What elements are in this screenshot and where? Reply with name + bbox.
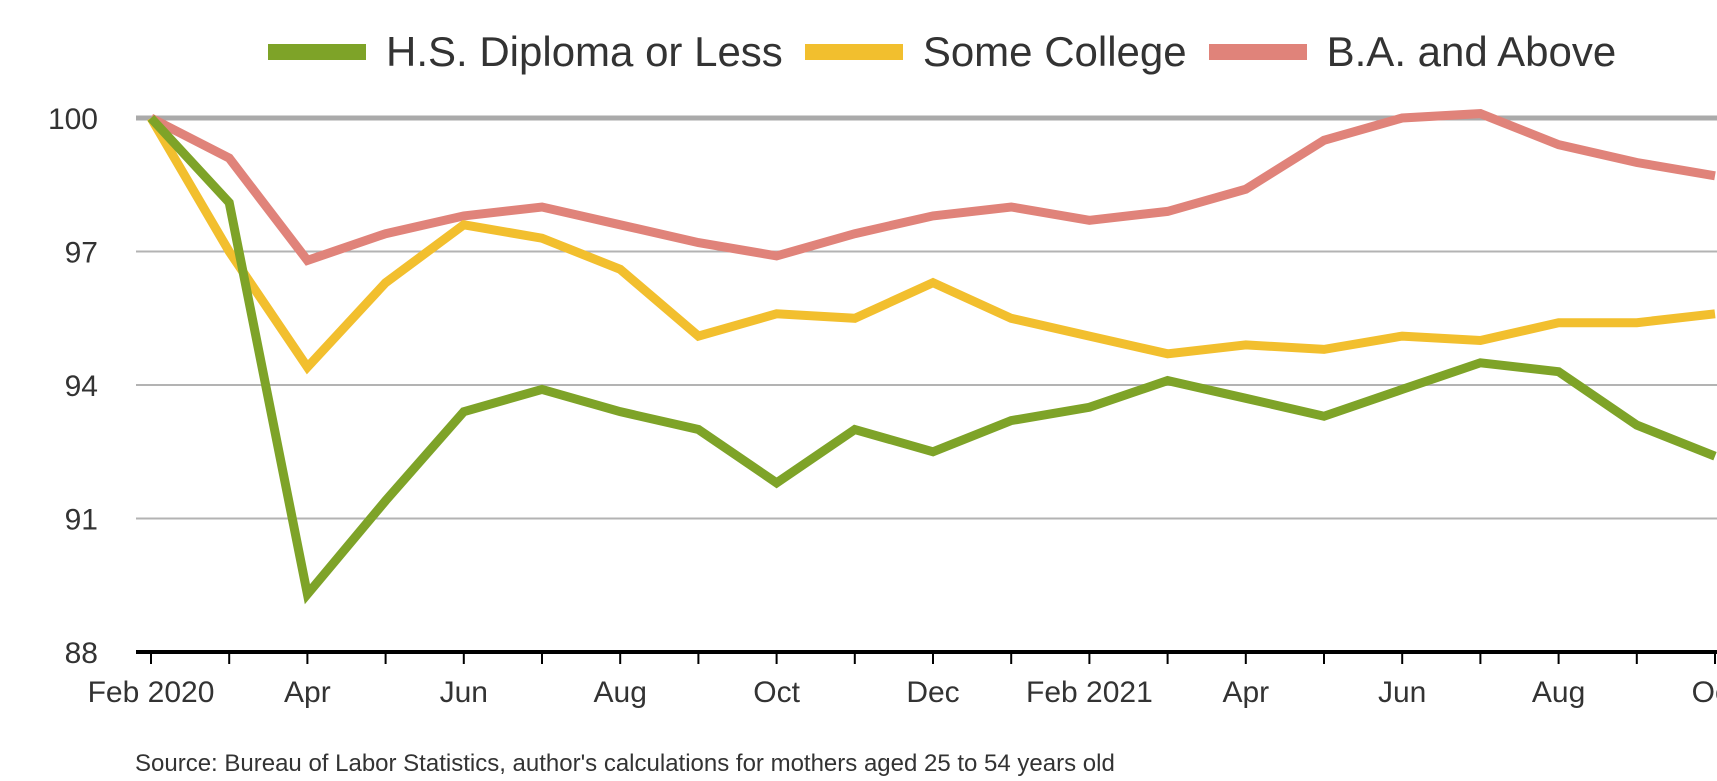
y-tick-label: 91 [65, 504, 98, 537]
x-tick-label: Jun [1378, 676, 1426, 709]
series-line-h-s-diploma-or-less [147, 114, 1717, 605]
y-axis-tick-labels: 88 91 94 97 100 [48, 103, 98, 670]
y-tick-label: 88 [65, 637, 98, 670]
x-tick-label: Aug [594, 676, 647, 709]
series-line-b-a-and-above [148, 109, 1716, 266]
x-tick-label: Oct [753, 676, 800, 709]
x-tick-label: Feb 2021 [1026, 676, 1153, 709]
legend-swatch-ba [1208, 44, 1307, 60]
legend-label-some-college: Some College [922, 28, 1187, 75]
legend-swatch-hs [268, 44, 366, 60]
legend-label-ba: B.A. and Above [1326, 28, 1617, 75]
gridlines [136, 115, 1717, 520]
legend-label-hs: H.S. Diploma or Less [386, 28, 783, 75]
x-tick-label: Apr [1222, 676, 1269, 709]
legend: H.S. Diploma or Less Some College B.A. a… [268, 28, 1638, 76]
x-tick-label: Apr [284, 676, 331, 709]
y-tick-label: 97 [65, 237, 98, 270]
series-line-some-college [147, 115, 1716, 375]
legend-swatch-some-college [804, 44, 903, 60]
x-tick-label: Aug [1532, 676, 1585, 709]
legend-item-ba: B.A. and Above [1208, 28, 1617, 76]
y-tick-label: 100 [48, 103, 98, 136]
y-tick-label: 94 [65, 370, 98, 403]
x-axis: Feb 2020 Apr Jun Aug Oct Dec Feb 2021 Apr Jun Aug… [88, 650, 1717, 709]
source-note: Source: Bureau of Labor Statistics, auth… [135, 750, 1115, 777]
x-tick-label: Feb 2020 [88, 676, 215, 709]
series-lines [147, 109, 1717, 605]
legend-item-some-college: Some College [804, 28, 1187, 76]
x-tick-label: Oct [1692, 676, 1717, 709]
x-tick-label: Jun [440, 676, 488, 709]
legend-item-hs: H.S. Diploma or Less [268, 28, 783, 76]
x-tick-label: Dec [906, 676, 959, 709]
